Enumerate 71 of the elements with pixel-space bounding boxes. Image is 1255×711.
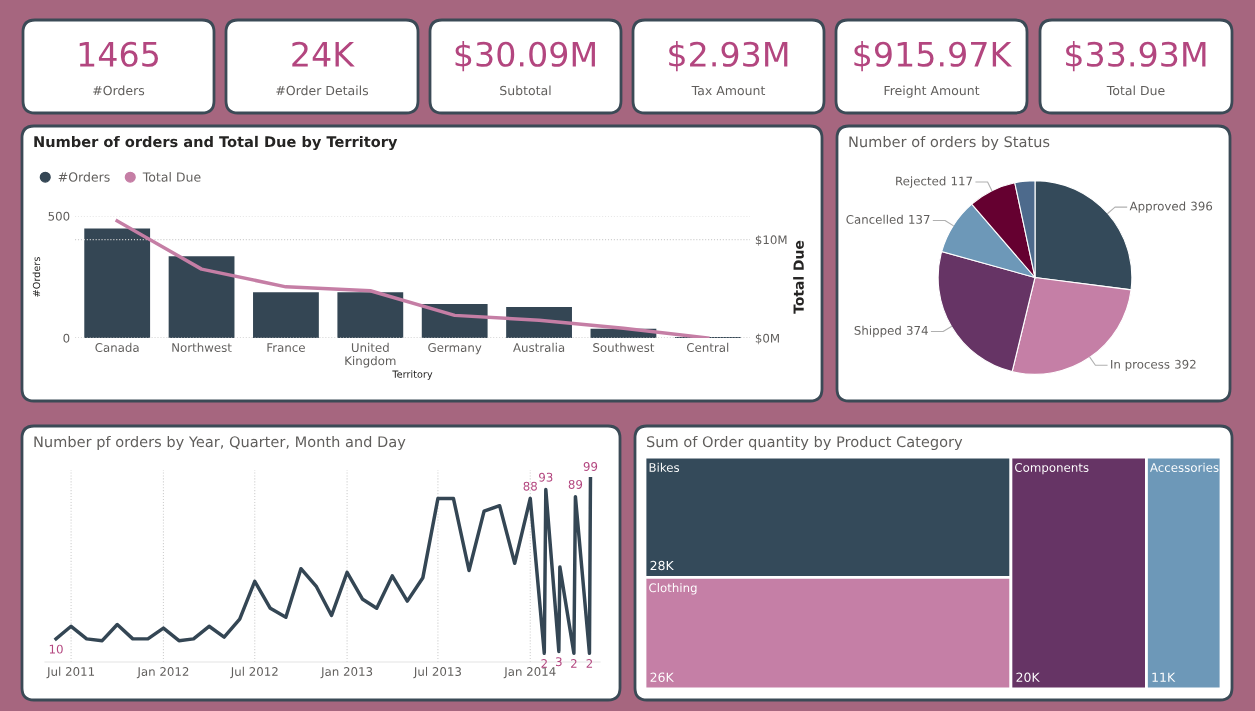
slice-label: Rejected: [896, 176, 946, 188]
x-tick-label: France: [267, 343, 305, 352]
category-label: Accessories: [1150, 462, 1219, 472]
line-series: [115, 219, 710, 338]
x-tick-label: Jul 2012: [230, 666, 278, 679]
bar: [337, 292, 404, 338]
x-tick-label: Jul 2013: [413, 666, 461, 679]
text: $2.93M: [669, 41, 788, 72]
data-label: 93: [539, 472, 553, 482]
data-label: 26K: [650, 672, 674, 682]
x-tick-label: Southwest: [593, 342, 655, 352]
data-label: 89: [568, 479, 583, 489]
data-label: 137: [909, 214, 930, 224]
data-label: 2: [586, 659, 593, 668]
data-label: 20K: [1016, 672, 1040, 682]
slice-label: In process: [1111, 359, 1170, 372]
bar: [84, 228, 151, 338]
data-label: 88: [523, 481, 537, 491]
text: $915.97K: [854, 41, 1013, 72]
x-tick-label: Central: [686, 342, 729, 352]
x-tick-label: Australia: [513, 342, 565, 352]
y-axis-title: #Orders: [32, 257, 41, 297]
text: Total Due: [1106, 85, 1165, 96]
category-label: Components: [1015, 463, 1089, 475]
data-label: 2: [571, 659, 577, 668]
y2-tick-label: $10M: [755, 235, 787, 246]
text: 24K: [292, 41, 355, 67]
x-tick-label: Jan 2014: [503, 667, 556, 679]
text: $33.93M: [1066, 41, 1206, 72]
text: 1465: [79, 41, 158, 67]
data-label: 374: [906, 325, 928, 335]
chart-title: Number of orders by Status: [849, 135, 1050, 151]
legend-label: #Orders: [58, 172, 110, 182]
text: Tax Amount: [691, 85, 766, 96]
x-tick-label: Northwest: [172, 342, 232, 352]
data-label: 28K: [650, 560, 674, 571]
text: Sum of Order quantity by Product Category: [646, 435, 963, 451]
text: $30.09M: [455, 41, 595, 72]
x-tick-label: Germany: [428, 343, 482, 355]
data-label: 117: [951, 176, 973, 186]
slice-label: Approved: [1129, 201, 1186, 213]
bar: [253, 292, 319, 338]
category-label: Bikes: [649, 462, 680, 472]
y2-tick-label: $0M: [755, 333, 779, 345]
data-label: 10: [49, 644, 63, 654]
slice-label: Shipped: [854, 325, 901, 338]
data-label: 11K: [1152, 672, 1176, 682]
chart-title: Number of orders and Total Due by Territory: [34, 135, 398, 151]
slice-label: Cancelled: [846, 214, 903, 224]
x-tick-label: Canada: [95, 342, 139, 352]
category-label: Clothing: [649, 583, 697, 595]
chart-title: Number pf orders by Year, Quarter, Month and Day: [34, 435, 406, 451]
data-label: 396: [1191, 201, 1213, 211]
text: Freight Amount: [884, 85, 980, 98]
x-tick-label: United Kingdom: [345, 342, 396, 368]
text: #Orders: [93, 85, 145, 96]
x-axis-title: Territory: [392, 370, 433, 380]
y-tick-label: 500: [48, 211, 70, 221]
y-tick-label: 0: [63, 333, 70, 343]
y2-axis-title: Total Due: [793, 240, 804, 314]
bar: [168, 256, 235, 338]
data-label: 99: [583, 461, 598, 471]
x-tick-label: Jan 2012: [136, 667, 189, 679]
data-label: 2: [541, 659, 547, 668]
data-label: 392: [1175, 359, 1196, 369]
text: Subtotal: [500, 85, 551, 96]
x-tick-label: Jul 2011: [46, 666, 95, 679]
x-tick-label: Jan 2013: [320, 667, 373, 679]
data-label: 3: [556, 657, 562, 667]
text: #Order Details: [276, 85, 369, 96]
legend-label: Total Due: [142, 172, 201, 182]
